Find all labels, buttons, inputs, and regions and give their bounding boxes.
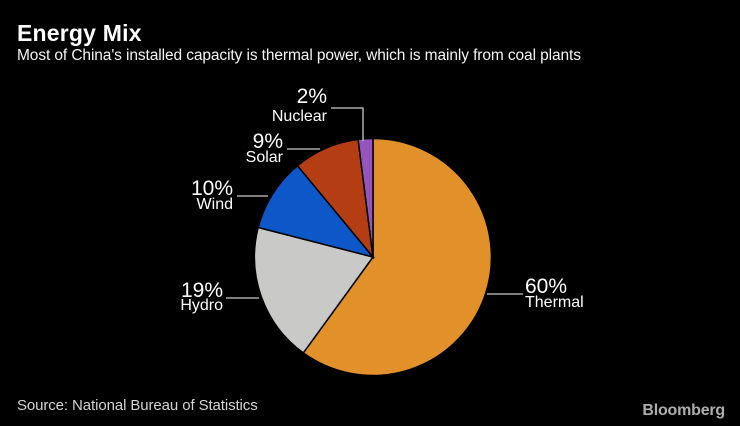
bloomberg-logo: Bloomberg [642, 402, 725, 419]
slice-name-wind: Wind [197, 196, 233, 213]
pie-slice-wind [257, 164, 376, 259]
pie-slice-nuclear [357, 137, 374, 258]
slice-value-solar: 9% [253, 130, 283, 153]
slice-value-hydro: 19% [181, 279, 223, 302]
slice-name-hydro: Hydro [180, 297, 223, 314]
leader-line-nuclear [331, 107, 364, 141]
chart-subtitle: Most of China's installed capacity is th… [17, 47, 581, 64]
slice-value-nuclear: 2% [297, 85, 327, 108]
chart-title: Energy Mix [17, 20, 142, 46]
slice-value-wind: 10% [191, 177, 233, 200]
pie-slice-hydro [253, 226, 375, 354]
pie-slice-thermal [302, 137, 493, 377]
slice-value-thermal: 60% [525, 275, 567, 298]
slice-name-solar: Solar [246, 149, 284, 166]
slice-name-thermal: Thermal [525, 294, 584, 311]
slice-name-nuclear: Nuclear [272, 108, 328, 125]
source-note: Source: National Bureau of Statistics [17, 397, 258, 414]
